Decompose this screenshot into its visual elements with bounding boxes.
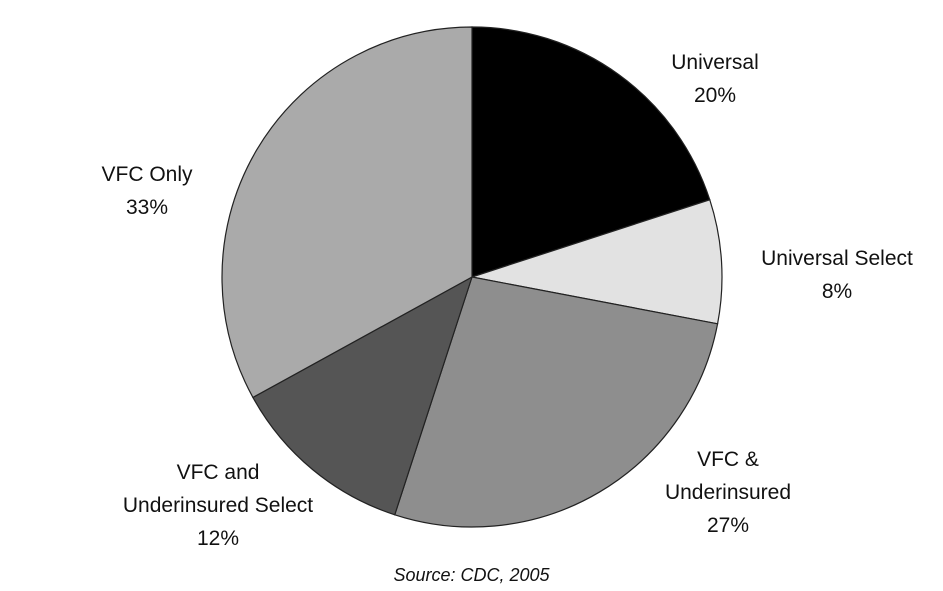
pie-slice <box>471 198 723 325</box>
source-note: Source: CDC, 2005 <box>393 565 550 585</box>
slice-label: VFC and Underinsured Select 12% <box>98 456 338 555</box>
value-label: 27% <box>706 514 750 537</box>
value-label: 33% <box>125 196 169 219</box>
category-label: VFC Only <box>101 163 193 186</box>
category-label: VFC & Underinsured <box>664 448 792 504</box>
value-label: 20% <box>693 84 737 107</box>
slice-label: Universal Select 8% <box>727 242 943 308</box>
category-label: Universal <box>671 51 759 74</box>
pie-slice <box>252 275 474 516</box>
value-label: 8% <box>821 280 853 303</box>
value-label: 12% <box>196 527 240 550</box>
pie-slice <box>393 276 719 528</box>
pie-slice <box>471 26 711 278</box>
pie-slice <box>221 26 473 399</box>
slice-label: VFC & Underinsured 27% <box>653 443 803 542</box>
slice-label: VFC Only 33% <box>67 158 227 224</box>
category-label: VFC and Underinsured Select <box>122 461 314 517</box>
category-label: Universal Select <box>761 247 913 270</box>
slice-label: Universal 20% <box>615 46 815 112</box>
